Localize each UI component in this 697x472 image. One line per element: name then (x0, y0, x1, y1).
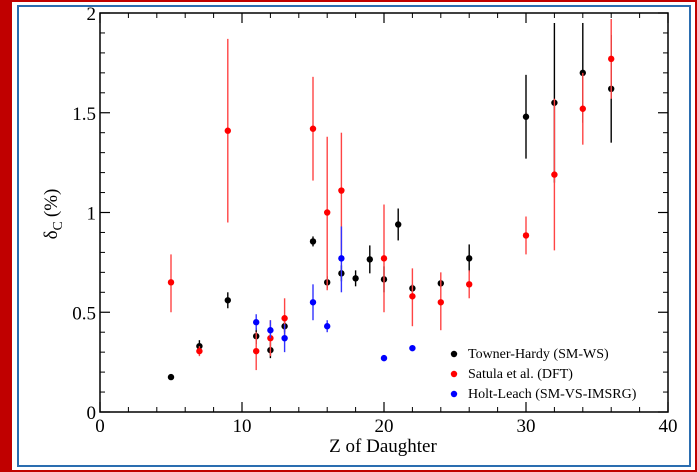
x-axis-title: Z of Daughter (329, 436, 437, 457)
data-point (267, 327, 274, 334)
legend-marker (450, 350, 458, 358)
data-point (309, 299, 317, 306)
data-point (167, 279, 175, 286)
data-point (409, 344, 416, 352)
data-point (466, 255, 473, 262)
data-point (395, 221, 402, 228)
data-point (281, 334, 288, 342)
legend-label: Satula et al. (DFT) (468, 367, 573, 382)
data-point (338, 187, 345, 194)
x-tick-label: 40 (659, 416, 678, 437)
y-tick-label: 2 (87, 4, 97, 25)
data-point (167, 373, 175, 381)
y-axis-title: δC (%) (41, 189, 66, 240)
data-point (437, 299, 444, 306)
data-point (579, 105, 586, 112)
data-marks (167, 18, 615, 381)
data-point (608, 55, 615, 63)
data-point (324, 209, 331, 216)
y-tick-label: 1.5 (72, 104, 96, 125)
data-point (281, 315, 288, 322)
data-point (253, 347, 260, 355)
data-point (196, 342, 203, 350)
data-point (309, 125, 317, 132)
data-point (352, 275, 359, 282)
legend-label: Holt-Leach (SM-VS-IMSRG) (468, 387, 637, 402)
data-point (224, 127, 231, 134)
series-satula-et-al-dft- (167, 18, 615, 371)
series-holt-leach-sm-vs-imsrg- (253, 226, 416, 362)
x-tick-label: 30 (517, 416, 536, 437)
x-tick-label: 20 (375, 416, 394, 437)
legend-label: Towner-Hardy (SM-WS) (468, 347, 609, 362)
inner-border (17, 5, 691, 467)
data-point (380, 255, 388, 262)
axes: 0 10 20 30 40 0 0.5 1 1.5 2 (72, 4, 677, 437)
x-tick-label: 0 (95, 416, 105, 437)
y-axis-subscript: C (51, 221, 66, 230)
data-point (196, 347, 203, 355)
data-point (522, 113, 530, 120)
data-point (309, 238, 317, 245)
y-tick-label: 0 (87, 403, 97, 424)
y-tick-label: 0.5 (72, 303, 96, 324)
data-point (551, 171, 558, 178)
data-point (409, 293, 416, 300)
data-point (522, 232, 530, 239)
data-point (366, 256, 373, 263)
x-tick-label: 10 (233, 416, 252, 437)
y-axis-unit: (%) (41, 189, 62, 217)
data-point (253, 319, 260, 326)
svg-text:δC(%): δC (%) (41, 189, 66, 240)
data-point (224, 297, 231, 304)
series-towner-hardy-sm-ws- (167, 22, 615, 381)
data-point (338, 255, 345, 262)
legend: Towner-Hardy (SM-WS) Satula et al. (DFT) H… (450, 347, 637, 402)
legend-marker (450, 370, 458, 378)
data-point (380, 354, 388, 362)
legend-marker (450, 390, 458, 398)
y-axis-symbol: δ (41, 230, 62, 239)
data-point (466, 281, 473, 288)
y-tick-label: 1 (87, 204, 97, 225)
data-point (324, 323, 331, 330)
